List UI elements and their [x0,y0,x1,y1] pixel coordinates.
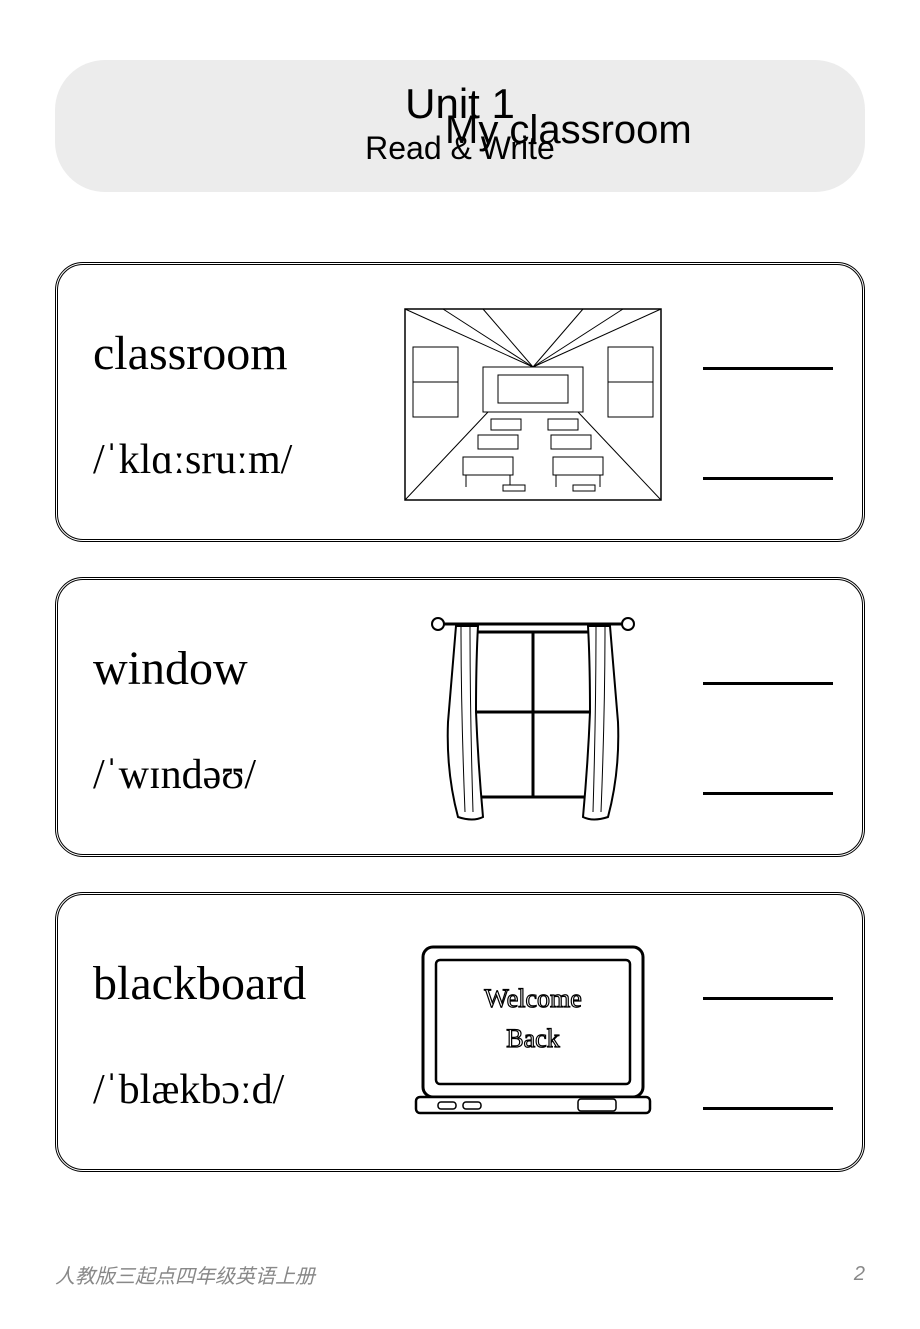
footer-text: 人教版三起点四年级英语上册 [55,1260,315,1289]
window-icon [428,612,638,827]
lesson-title: My classroom [445,108,692,153]
write-blank[interactable] [703,440,833,480]
vocab-card: window /ˈwɪndəʊ/ [55,577,865,857]
board-text-line2: Back [506,1024,559,1053]
vocab-card: blackboard /ˈblækbɔːd/ Welcome Back [55,892,865,1172]
write-blank[interactable] [703,960,833,1000]
vocab-word: classroom [93,326,373,381]
vocab-card: classroom /ˈklɑːsruːm/ [55,262,865,542]
blackboard-icon: Welcome Back [408,937,658,1132]
write-blank[interactable] [703,645,833,685]
write-blank[interactable] [703,330,833,370]
board-text-line1: Welcome [484,984,582,1013]
write-blank[interactable] [703,755,833,795]
vocab-phonetic: /ˈblækbɔːd/ [93,1066,373,1114]
vocab-phonetic: /ˈklɑːsruːm/ [93,436,373,484]
page-number: 2 [854,1263,865,1286]
page-footer: 人教版三起点四年级英语上册 2 [55,1260,865,1289]
write-blank[interactable] [703,1070,833,1110]
page-header: Unit 1 Read & Write My classroom [55,60,865,192]
vocab-image [398,612,668,827]
vocab-image [398,307,668,502]
vocab-phonetic: /ˈwɪndəʊ/ [93,751,373,799]
vocab-image: Welcome Back [398,937,668,1132]
classroom-icon [403,307,663,502]
vocab-word: window [93,641,373,696]
vocab-word: blackboard [93,956,373,1011]
